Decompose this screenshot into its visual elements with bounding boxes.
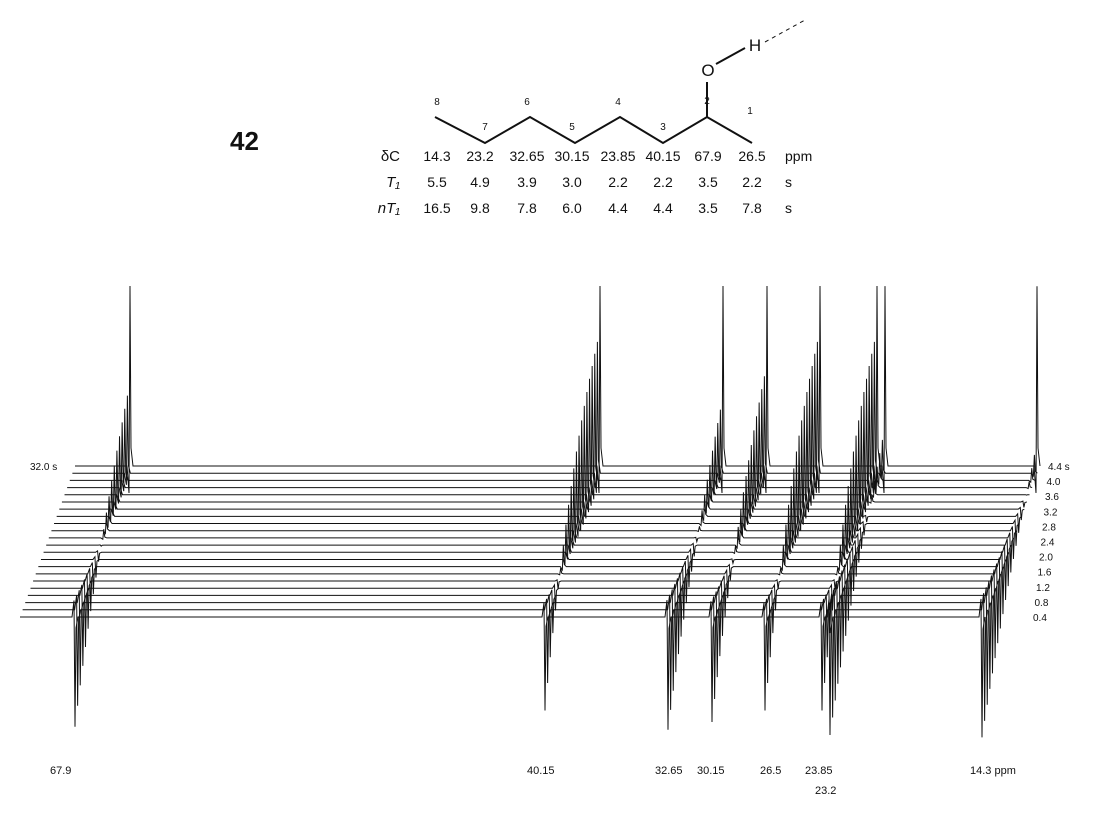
trace bbox=[46, 486, 1012, 587]
carbon-chain bbox=[434, 115, 753, 145]
time-label: 2.0 bbox=[1039, 553, 1053, 564]
atom-number: 5 bbox=[569, 122, 575, 133]
trace bbox=[72, 341, 1038, 493]
cell-value: 3.9 bbox=[517, 174, 537, 190]
time-label: 3.6 bbox=[1045, 492, 1059, 503]
trace bbox=[30, 575, 996, 674]
cell-value: 7.8 bbox=[517, 200, 537, 216]
row-label: T₁ bbox=[386, 174, 400, 191]
cell-value: 3.5 bbox=[698, 200, 718, 216]
molecule bbox=[434, 19, 806, 145]
peak-label: 23.2 bbox=[815, 785, 836, 797]
trace bbox=[64, 378, 1030, 513]
time-label: 1.6 bbox=[1038, 568, 1052, 579]
peak-label: 32.65 bbox=[655, 765, 683, 777]
cell-value: 2.2 bbox=[608, 174, 628, 190]
unit: s bbox=[785, 174, 792, 190]
trace bbox=[54, 435, 1020, 546]
compound-number: 42 bbox=[230, 126, 259, 156]
trace bbox=[59, 405, 1025, 525]
atom-number: 4 bbox=[615, 97, 621, 108]
cell-value: 14.3 bbox=[423, 148, 450, 164]
hydrogen-bond bbox=[764, 19, 806, 43]
o-h-bond bbox=[715, 47, 746, 65]
cell-value: 9.8 bbox=[470, 200, 490, 216]
row-label: nT₁ bbox=[378, 200, 401, 217]
cell-value: 26.5 bbox=[738, 148, 765, 164]
time-label: 0.8 bbox=[1035, 598, 1049, 609]
atom-number: 8 bbox=[434, 97, 440, 108]
trace bbox=[33, 569, 999, 659]
time-label: 3.2 bbox=[1044, 507, 1058, 518]
time-label: 4.0 bbox=[1047, 477, 1061, 488]
cell-value: 32.65 bbox=[509, 148, 544, 164]
cell-value: 30.15 bbox=[554, 148, 589, 164]
unit: s bbox=[785, 200, 792, 216]
time-label: 32.0 s bbox=[30, 462, 57, 473]
atom-number: 3 bbox=[660, 122, 666, 133]
time-label: 4.4 s bbox=[1048, 462, 1070, 473]
cell-value: 4.9 bbox=[470, 174, 490, 190]
peak-label: 67.9 bbox=[50, 765, 71, 777]
trace bbox=[20, 598, 986, 738]
time-label: 2.4 bbox=[1041, 538, 1055, 549]
hydrogen-label: H bbox=[749, 36, 761, 55]
trace bbox=[69, 353, 1036, 500]
trace bbox=[61, 392, 1028, 519]
trace bbox=[38, 545, 1004, 629]
cell-value: 23.85 bbox=[600, 148, 635, 164]
unit: ppm bbox=[785, 148, 812, 164]
trace bbox=[51, 451, 1017, 560]
time-label: 0.4 bbox=[1033, 613, 1047, 624]
cell-value: 40.15 bbox=[645, 148, 680, 164]
peak-label: 30.15 bbox=[697, 765, 725, 777]
peak-label: 26.5 bbox=[760, 765, 781, 777]
cell-value: 6.0 bbox=[562, 200, 582, 216]
atom-number: 6 bbox=[524, 97, 530, 108]
trace bbox=[48, 468, 1015, 573]
time-label: 2.8 bbox=[1042, 522, 1056, 533]
cell-value: 4.4 bbox=[653, 200, 673, 216]
cell-value: 3.0 bbox=[562, 174, 582, 190]
atom-number: 1 bbox=[747, 106, 753, 117]
cell-value: 16.5 bbox=[423, 200, 450, 216]
cell-value: 4.4 bbox=[608, 200, 628, 216]
trace bbox=[22, 593, 989, 721]
oxygen-label: O bbox=[701, 61, 714, 80]
trace bbox=[56, 420, 1022, 533]
peak-label: 14.3 ppm bbox=[970, 765, 1016, 777]
time-label: 1.2 bbox=[1036, 583, 1050, 594]
trace bbox=[27, 581, 994, 689]
cell-value: 2.2 bbox=[653, 174, 673, 190]
trace bbox=[67, 366, 1033, 506]
cell-value: 2.2 bbox=[742, 174, 762, 190]
cell-value: 5.5 bbox=[427, 174, 447, 190]
cell-value: 3.5 bbox=[698, 174, 718, 190]
peak-label: 40.15 bbox=[527, 765, 555, 777]
peak-label: 23.85 bbox=[805, 765, 833, 777]
cell-value: 67.9 bbox=[694, 148, 721, 164]
spectrum bbox=[20, 285, 1041, 738]
cell-value: 23.2 bbox=[466, 148, 493, 164]
cell-value: 7.8 bbox=[742, 200, 762, 216]
trace bbox=[25, 587, 991, 705]
trace bbox=[75, 285, 1041, 494]
atom-number: 7 bbox=[482, 122, 488, 133]
row-label: δC bbox=[381, 148, 400, 165]
trace bbox=[43, 504, 1010, 600]
atom-number: 2 bbox=[704, 96, 710, 107]
